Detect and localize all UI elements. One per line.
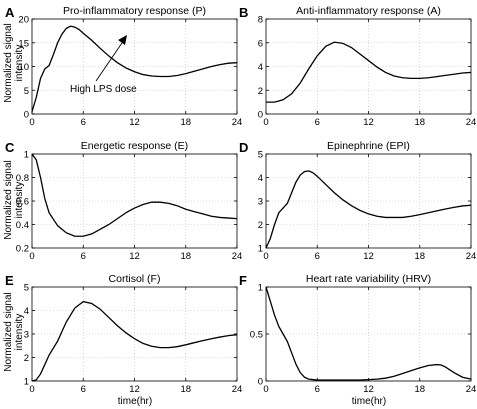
annotation-arrow-shaft <box>95 39 125 82</box>
panel-f-ytick-label: 1 <box>258 283 263 294</box>
panel-b-ytick-label: 6 <box>258 38 263 49</box>
panel-c-xtick-label: 24 <box>232 251 243 262</box>
panel-a-letter: A <box>5 5 15 20</box>
panel-c-ytick-label: 0.8 <box>16 173 29 184</box>
panel-d-ytick-label: 4 <box>258 173 263 184</box>
annotation-arrow-head <box>118 35 127 45</box>
panel-b-xtick-label: 18 <box>414 117 425 128</box>
panel-a-series-line <box>31 25 238 112</box>
ylabel-line2-bottom: intensity <box>14 314 25 351</box>
xlabel-right: time(hr) <box>352 396 386 407</box>
panel-a: 0 6 12 18 24 0 5 10 15 20 Pro-inflammatory respons… <box>5 5 242 128</box>
ylabel-line1-top: Normalized signal <box>3 23 14 102</box>
panel-c-letter: C <box>5 140 15 155</box>
panel-f-series-line <box>265 286 472 381</box>
panel-d-letter: D <box>239 140 248 155</box>
panel-b-series-line <box>266 41 472 103</box>
panel-c-series-line <box>31 153 238 237</box>
panel-c-ytick-label: 0.6 <box>16 197 29 208</box>
ylabel-line1-middle: Normalized signal <box>3 160 14 239</box>
panel-a-title: Pro-inflammatory response (P) <box>63 5 206 17</box>
panel-b-ytick-label: 4 <box>258 62 263 73</box>
panel-d-ytick-label: 5 <box>258 150 263 161</box>
panel-e-ytick-label: 2 <box>24 353 29 364</box>
panel-b-ytick-label: 0 <box>258 110 263 121</box>
panel-e-ytick-label: 1 <box>24 377 29 388</box>
panel-e-xtick-label: 18 <box>180 384 191 395</box>
panel-b-xtick-label: 12 <box>363 117 374 128</box>
panel-a-ytick-label: 10 <box>18 62 29 73</box>
panel-e-xtick-label: 6 <box>81 384 86 395</box>
panel-f-title: Heart rate variability (HRV) <box>306 273 431 285</box>
panel-f-xtick-label: 18 <box>414 384 425 395</box>
panel-b-title: Anti-inflammatory response (A) <box>296 5 441 17</box>
panel-b-letter: B <box>239 5 248 20</box>
panel-d-xtick-label: 12 <box>363 251 374 262</box>
panel-f-xtick-label: 6 <box>315 384 320 395</box>
panel-e-ytick-label: 4 <box>24 306 29 317</box>
panel-a-xtick-label: 6 <box>81 117 86 128</box>
panel-f-xtick-label: 0 <box>263 384 268 395</box>
panel-b-xtick-label: 6 <box>315 117 320 128</box>
panel-d-xtick-label: 24 <box>466 251 477 262</box>
panel-c-ytick-label: 0.2 <box>16 244 29 255</box>
panel-c-ytick-label: 0.4 <box>16 220 29 231</box>
panel-f: 0 6 12 18 24 0 0.5 1 Heart rate variability (HRV… <box>239 273 476 395</box>
panel-c-title: Energetic response (E) <box>81 140 188 152</box>
panel-d-xtick-label: 0 <box>263 251 268 262</box>
panel-b-xtick-label: 24 <box>466 117 477 128</box>
panel-d-series-line <box>265 170 472 249</box>
panel-d-xtick-label: 6 <box>315 251 320 262</box>
panel-b-ytick-label: 8 <box>258 15 263 26</box>
panel-a-ytick-label: 5 <box>24 86 29 97</box>
xlabel-left: time(hr) <box>118 396 152 407</box>
panel-f-ytick-label: 0.5 <box>250 330 263 341</box>
panel-f-ytick-label: 0 <box>258 377 263 388</box>
panel-d-xtick-label: 18 <box>414 251 425 262</box>
ylabel-line1-bottom: Normalized signal <box>3 292 14 371</box>
panel-a-ytick-label: 0 <box>24 110 29 121</box>
panel-e-xtick-label: 0 <box>29 384 34 395</box>
panel-c-xtick-label: 18 <box>180 251 191 262</box>
panel-d-ytick-label: 3 <box>258 197 263 208</box>
panel-d-title: Epinephrine (EPI) <box>327 140 410 152</box>
panel-c-xtick-label: 0 <box>29 251 34 262</box>
panel-b-ytick-label: 2 <box>258 86 263 97</box>
panel-f-xtick-label: 12 <box>363 384 374 395</box>
panel-e-letter: E <box>5 273 14 288</box>
panel-e-title: Cortisol (F) <box>109 273 161 285</box>
panel-c-xtick-label: 12 <box>129 251 140 262</box>
panel-a-xtick-label: 24 <box>232 117 243 128</box>
panel-c-xtick-label: 6 <box>81 251 86 262</box>
panel-e-ytick-label: 3 <box>24 330 29 341</box>
panel-c-ytick-label: 1 <box>24 150 29 161</box>
ylabel-line2-top: intensity <box>14 45 25 82</box>
panel-f-xtick-label: 24 <box>466 384 477 395</box>
panel-e-ytick-label: 5 <box>24 283 29 294</box>
panel-a-xtick-label: 18 <box>180 117 191 128</box>
panel-c: 0 6 12 18 24 0.2 0.4 0.6 0.8 1 Energetic response … <box>5 140 242 262</box>
panel-e-series-line <box>31 300 238 382</box>
panel-e-xtick-label: 12 <box>129 384 140 395</box>
panel-a-ytick-label: 15 <box>18 38 29 49</box>
panel-a-xtick-label: 12 <box>129 117 140 128</box>
panel-b-xtick-label: 0 <box>263 117 268 128</box>
panel-a-ytick-label: 20 <box>18 15 29 26</box>
panel-d-ytick-label: 1 <box>258 244 263 255</box>
panel-f-letter: F <box>239 273 247 288</box>
panel-e-xtick-label: 24 <box>232 384 243 395</box>
panel-a-annotation: High LPS dose <box>70 84 137 95</box>
panel-d-ytick-label: 2 <box>258 220 263 231</box>
ylabel-line2-middle: intensity <box>14 182 25 219</box>
panel-a-xtick-label: 0 <box>29 117 34 128</box>
